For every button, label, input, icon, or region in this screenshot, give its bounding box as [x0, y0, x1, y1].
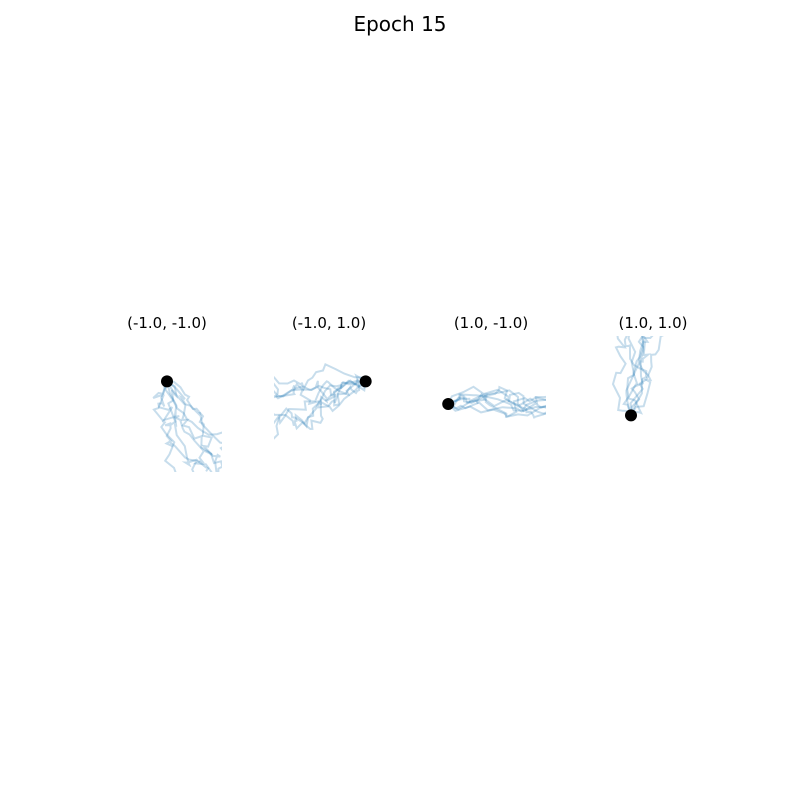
- subplot-title-4: (1.0, 1.0): [598, 314, 708, 332]
- trajectory-line: [631, 336, 679, 415]
- subplot-plot-4: [598, 336, 708, 472]
- subplot-title-1: (-1.0, -1.0): [112, 314, 222, 332]
- subplot-plot-2: [274, 336, 384, 472]
- subplot-plot-3: [436, 336, 546, 472]
- subplot-title-3: (1.0, -1.0): [436, 314, 546, 332]
- start-point-marker: [360, 375, 372, 387]
- start-point-marker: [442, 398, 454, 410]
- trajectory-line: [274, 381, 367, 429]
- start-point-marker: [625, 409, 637, 421]
- subplot-plot-1: [112, 336, 222, 472]
- subplot-title-2: (-1.0, 1.0): [274, 314, 384, 332]
- start-point-marker: [161, 375, 173, 387]
